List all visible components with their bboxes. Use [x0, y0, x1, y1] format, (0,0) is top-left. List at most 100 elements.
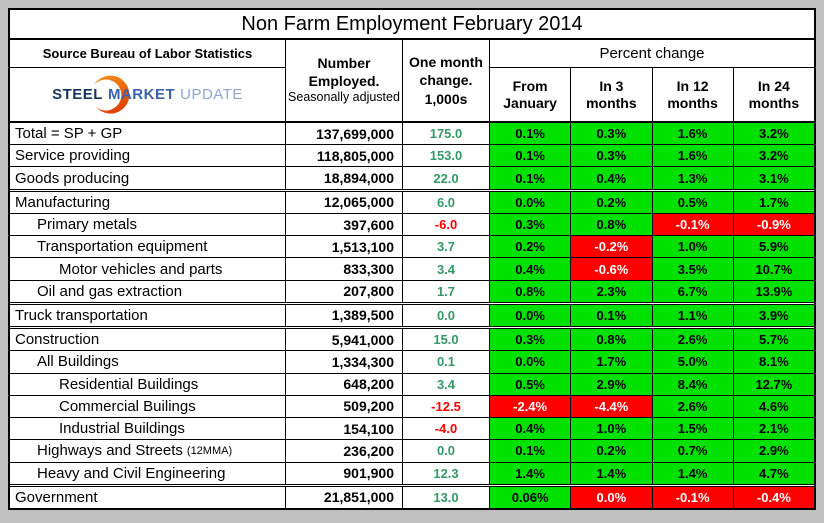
pct-in-24-months: 3.2% [732, 145, 814, 167]
pct-in-12-months: 1.3% [651, 167, 733, 189]
pct-in-12-months: 1.1% [651, 304, 733, 327]
pct-in-24-months: 3.2% [732, 123, 814, 145]
table-row: Residential Buildings 648,200 3.4 0.5% 2.9% 8… [10, 372, 814, 395]
pct-in-3-months: 0.3% [570, 145, 652, 167]
one-month-change-value: -12.5 [402, 395, 489, 418]
row-label: Motor vehicles and parts [59, 260, 223, 278]
table-row: All Buildings 1,334,300 0.1 0.0% 1.7% 5.0% 8.1… [10, 350, 814, 373]
pct-from-january: 0.3% [489, 329, 571, 351]
column-header-in-24-months: In 24 months [732, 68, 814, 121]
logo-text-market: MARKET [107, 86, 176, 103]
row-label: Total = SP + GP [15, 125, 123, 143]
pct-in-12-months: -0.1% [651, 213, 733, 236]
employed-value: 137,699,000 [285, 123, 402, 145]
pct-in-12-months: 0.5% [651, 191, 733, 213]
pct-from-january: 0.3% [489, 213, 571, 236]
row-label: Commercial Builings [59, 397, 196, 415]
pct-from-january: 0.8% [489, 280, 571, 302]
employed-value: 1,389,500 [285, 304, 402, 327]
pct-in-12-months: 2.6% [651, 329, 733, 351]
number-employed-title: Number Employed. [308, 55, 380, 89]
employed-value: 236,200 [285, 440, 402, 462]
pct-from-january: 0.1% [489, 123, 571, 145]
pct-in-12-months: 3.5% [651, 258, 733, 280]
row-label: Truck transportation [15, 306, 148, 324]
one-month-change-value: 3.7 [402, 236, 489, 258]
pct-in-24-months: -0.4% [732, 486, 814, 508]
column-group-percent-change: Percent change [489, 40, 814, 68]
one-month-change-value: 1.7 [402, 280, 489, 302]
table-title: Non Farm Employment February 2014 [10, 10, 814, 40]
pct-from-january: 0.1% [489, 167, 571, 189]
one-month-change-value: 13.0 [402, 486, 489, 508]
logo-wrap: STEEL MARKET UPDATE [52, 73, 243, 117]
pct-in-12-months: 8.4% [651, 373, 733, 395]
column-header-number-employed: Number Employed. Seasonally adjusted [285, 40, 402, 121]
pct-in-3-months: 0.8% [570, 213, 652, 236]
employed-value: 509,200 [285, 395, 402, 418]
employed-value: 207,800 [285, 280, 402, 302]
pct-in-12-months: 5.0% [651, 351, 733, 373]
pct-from-january: 0.4% [489, 418, 571, 440]
table-row: Service providing 118,805,000 153.0 0.1% 0.3… [10, 144, 814, 167]
one-month-change-value: 3.4 [402, 373, 489, 395]
row-label: Highways and Streets (12MMA) [37, 442, 233, 460]
pct-in-12-months: 1.0% [651, 236, 733, 258]
one-month-change-value: 3.4 [402, 258, 489, 280]
table-row: Transportation equipment 1,513,100 3.7 0.2%… [10, 235, 814, 258]
pct-in-12-months: 6.7% [651, 280, 733, 302]
logo-text-update: UPDATE [180, 86, 243, 103]
pct-in-3-months: 0.2% [570, 440, 652, 462]
one-month-change-value: 0.0 [402, 304, 489, 327]
pct-in-24-months: 5.7% [732, 329, 814, 351]
table-body: Total = SP + GP 137,699,000 175.0 0.1% 0.3% 1… [10, 123, 814, 508]
one-month-change-value: 175.0 [402, 123, 489, 145]
one-month-change-value: 22.0 [402, 167, 489, 189]
employed-value: 397,600 [285, 213, 402, 236]
table-row: Primary metals 397,600 -6.0 0.3% 0.8% -0.1% -0… [10, 212, 814, 236]
row-label: Heavy and Civil Engineering [37, 464, 226, 482]
pct-in-24-months: 1.7% [732, 191, 814, 213]
steel-market-update-logo: STEEL MARKET UPDATE [10, 68, 285, 121]
pct-in-3-months: -0.6% [570, 258, 652, 280]
row-label: Transportation equipment [37, 238, 208, 256]
employed-value: 833,300 [285, 258, 402, 280]
pct-in-3-months: 2.9% [570, 373, 652, 395]
table-header: Source Bureau of Labor Statistics STEEL … [10, 40, 814, 123]
pct-in-3-months: -0.2% [570, 236, 652, 258]
one-month-change-value: 15.0 [402, 329, 489, 351]
pct-in-3-months: 0.8% [570, 329, 652, 351]
table-row: Truck transportation 1,389,500 0.0 0.0% 0.1%… [10, 301, 814, 327]
pct-in-24-months: 10.7% [732, 258, 814, 280]
table-row: Oil and gas extraction 207,800 1.7 0.8% 2.3%… [10, 279, 814, 302]
pct-in-24-months: 8.1% [732, 351, 814, 373]
pct-in-24-months: 3.1% [732, 167, 814, 189]
employment-table: Non Farm Employment February 2014 Source… [8, 8, 816, 510]
pct-in-3-months: 0.1% [570, 304, 652, 327]
table-row: Commercial Builings 509,200 -12.5 -2.4% -4.4… [10, 394, 814, 418]
table-row: Heavy and Civil Engineering 901,900 12.3 1.… [10, 461, 814, 484]
employed-value: 901,900 [285, 462, 402, 484]
pct-in-24-months: 2.1% [732, 418, 814, 440]
employed-value: 5,941,000 [285, 329, 402, 351]
employed-value: 12,065,000 [285, 191, 402, 213]
table-row: Goods producing 18,894,000 22.0 0.1% 0.4% 1.3… [10, 166, 814, 189]
table-row: Total = SP + GP 137,699,000 175.0 0.1% 0.3% 1… [10, 123, 814, 145]
pct-from-january: 0.0% [489, 304, 571, 327]
pct-in-12-months: -0.1% [651, 486, 733, 508]
one-month-change-value: -4.0 [402, 418, 489, 440]
pct-in-3-months: 0.4% [570, 167, 652, 189]
pct-in-24-months: 5.9% [732, 236, 814, 258]
pct-in-12-months: 1.6% [651, 145, 733, 167]
pct-in-24-months: 4.6% [732, 395, 814, 418]
source-label: Source Bureau of Labor Statistics [10, 40, 285, 68]
row-label: Government [15, 488, 98, 506]
row-label: Oil and gas extraction [37, 282, 183, 300]
table-row: Manufacturing 12,065,000 6.0 0.0% 0.2% 0.5% 1.… [10, 188, 814, 213]
row-label: All Buildings [37, 353, 119, 371]
column-header-in-3-months: In 3 months [570, 68, 651, 121]
one-month-change-value: 153.0 [402, 145, 489, 167]
pct-in-24-months: 3.9% [732, 304, 814, 327]
pct-in-3-months: 0.3% [570, 123, 652, 145]
